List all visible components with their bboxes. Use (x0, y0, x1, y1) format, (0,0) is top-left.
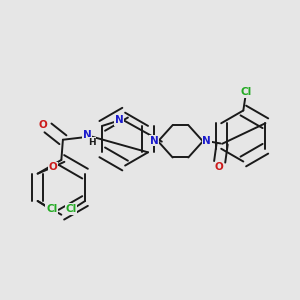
Text: O: O (38, 120, 47, 130)
Text: N: N (115, 115, 124, 125)
Text: Cl: Cl (65, 204, 77, 214)
Text: N: N (150, 136, 159, 146)
Text: H: H (88, 138, 96, 147)
Text: O: O (48, 162, 57, 172)
Text: Cl: Cl (240, 88, 251, 98)
Text: Cl: Cl (46, 204, 57, 214)
Text: N: N (83, 130, 92, 140)
Text: O: O (215, 162, 224, 172)
Text: N: N (202, 136, 211, 146)
